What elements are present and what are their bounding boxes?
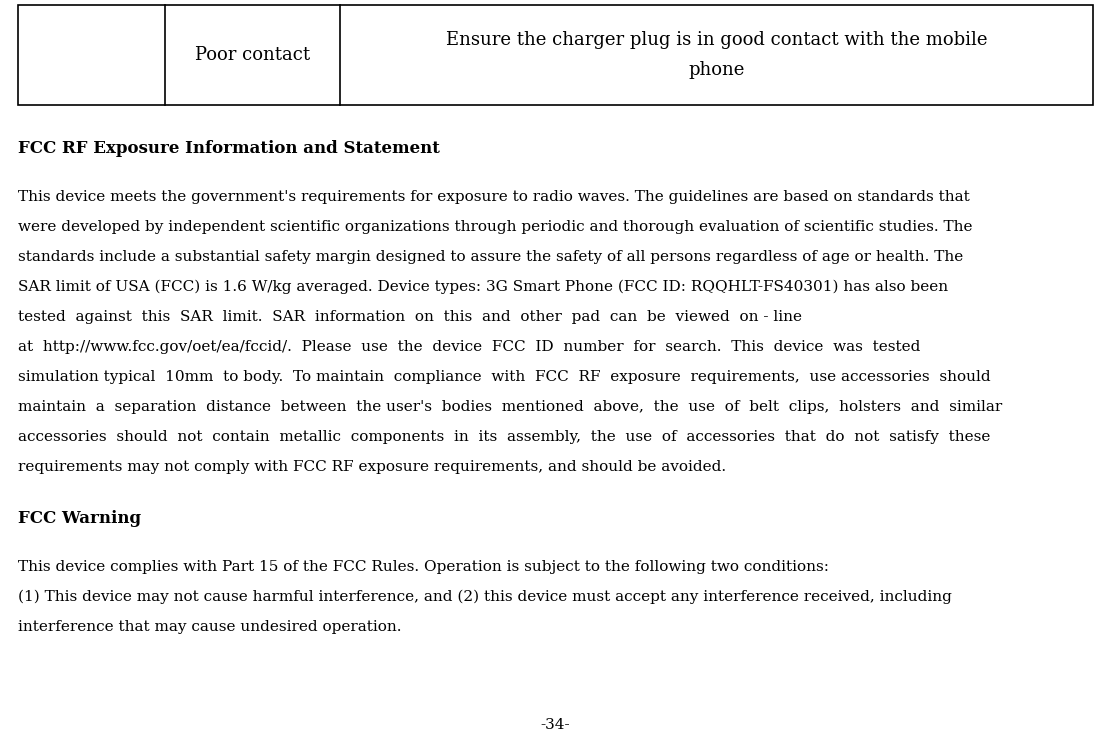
Text: FCC RF Exposure Information and Statement: FCC RF Exposure Information and Statemen… [18,140,440,157]
Text: SAR limit of USA (FCC) is 1.6 W/kg averaged. Device types: 3G Smart Phone (FCC I: SAR limit of USA (FCC) is 1.6 W/kg avera… [18,280,948,294]
Text: at  http://www.fcc.gov/oet/ea/fccid/.  Please  use  the  device  FCC  ID  number: at http://www.fcc.gov/oet/ea/fccid/. Ple… [18,340,920,354]
Text: were developed by independent scientific organizations through periodic and thor: were developed by independent scientific… [18,220,972,234]
Text: This device complies with Part 15 of the FCC Rules. Operation is subject to the : This device complies with Part 15 of the… [18,560,829,574]
Text: simulation typical  10mm  to body.  To maintain  compliance  with  FCC  RF  expo: simulation typical 10mm to body. To main… [18,370,991,384]
Text: tested  against  this  SAR  limit.  SAR  information  on  this  and  other  pad : tested against this SAR limit. SAR infor… [18,310,802,324]
Text: accessories  should  not  contain  metallic  components  in  its  assembly,  the: accessories should not contain metallic … [18,430,990,444]
Text: maintain  a  separation  distance  between  the user's  bodies  mentioned  above: maintain a separation distance between t… [18,400,1002,414]
Text: (1) This device may not cause harmful interference, and (2) this device must acc: (1) This device may not cause harmful in… [18,590,952,605]
Text: FCC Warning: FCC Warning [18,510,141,527]
Text: -34-: -34- [541,718,570,732]
Text: This device meets the government's requirements for exposure to radio waves. The: This device meets the government's requi… [18,190,970,204]
Text: interference that may cause undesired operation.: interference that may cause undesired op… [18,620,401,634]
Text: Poor contact: Poor contact [194,46,310,64]
Bar [18,5,1093,105]
Text: requirements may not comply with FCC RF exposure requirements, and should be avo: requirements may not comply with FCC RF … [18,460,727,474]
Text: standards include a substantial safety margin designed to assure the safety of a: standards include a substantial safety m… [18,250,963,264]
Text: Ensure the charger plug is in good contact with the mobile
phone: Ensure the charger plug is in good conta… [446,31,988,79]
